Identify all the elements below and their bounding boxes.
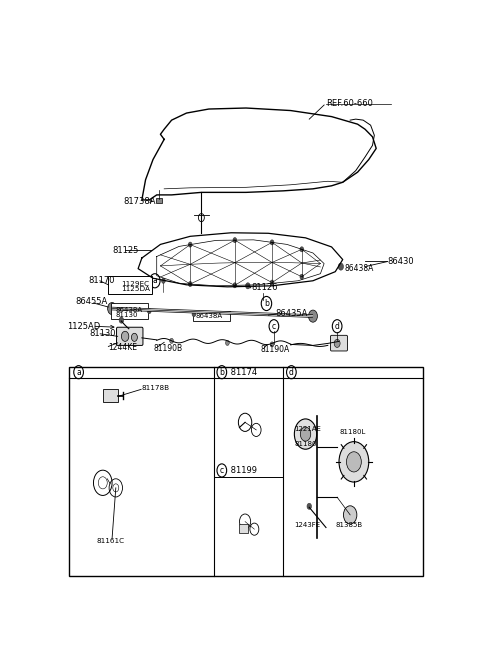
Bar [156,198,162,203]
Text: 86455A: 86455A [75,297,107,306]
Circle shape [233,237,237,243]
FancyBboxPatch shape [111,304,148,319]
Circle shape [188,281,192,287]
Circle shape [108,302,117,315]
Circle shape [347,452,361,472]
Text: 81130: 81130 [90,329,116,338]
Text: c: c [272,321,276,331]
Text: 81180L: 81180L [340,428,366,434]
Text: d: d [335,321,339,331]
Bar [103,390,118,402]
Text: d: d [289,368,294,377]
Text: 81174: 81174 [228,368,257,377]
Circle shape [132,333,137,341]
FancyBboxPatch shape [117,327,143,346]
Text: b: b [219,368,224,377]
Circle shape [300,274,304,279]
Circle shape [307,503,312,509]
Circle shape [294,419,317,449]
Text: 81385B: 81385B [335,522,362,528]
Text: 1129EC: 1129EC [121,281,149,287]
Text: b: b [264,299,269,308]
FancyBboxPatch shape [108,276,152,295]
Text: 1125DA: 1125DA [121,287,150,293]
Text: 1244KE: 1244KE [108,344,137,352]
Text: 81178B: 81178B [142,385,170,391]
Circle shape [188,242,192,247]
Circle shape [121,331,129,341]
Circle shape [270,240,274,245]
Circle shape [119,317,124,323]
Text: c: c [220,466,224,475]
FancyBboxPatch shape [193,310,230,321]
FancyBboxPatch shape [330,335,348,351]
Text: 81161C: 81161C [96,538,124,544]
Circle shape [170,338,173,343]
Text: 86435A: 86435A [276,309,308,318]
Text: 86438A: 86438A [196,313,223,319]
Circle shape [147,308,151,314]
Bar [69,367,423,576]
Circle shape [334,339,340,348]
Text: 81126: 81126 [252,283,278,293]
Circle shape [192,312,196,317]
Text: a: a [153,276,157,285]
Text: 86430: 86430 [387,257,414,266]
Text: a: a [76,368,81,377]
Text: 81199: 81199 [228,466,257,475]
Text: 1243FE: 1243FE [294,522,321,528]
Text: 81125: 81125 [112,246,138,255]
Text: 86438A: 86438A [345,264,374,273]
Text: 81190A: 81190A [261,346,290,354]
Text: 1125AD: 1125AD [67,321,101,331]
Text: 1221AE: 1221AE [294,426,321,432]
Text: 81180: 81180 [294,441,317,447]
Circle shape [270,280,274,285]
Text: 81738A: 81738A [123,197,156,206]
Text: 81170: 81170 [88,276,114,285]
Text: 86438A: 86438A [115,306,142,312]
Circle shape [344,506,357,524]
Circle shape [246,283,250,289]
Circle shape [233,283,237,288]
Circle shape [300,247,304,252]
Text: 81190B: 81190B [153,344,182,354]
Circle shape [226,340,229,346]
Text: REF.60-660: REF.60-660 [326,100,373,108]
FancyBboxPatch shape [239,523,248,533]
Circle shape [309,310,317,322]
Circle shape [300,427,311,441]
Circle shape [270,342,274,347]
Text: 81130: 81130 [115,312,138,318]
Circle shape [338,263,344,270]
Circle shape [162,278,165,283]
Circle shape [339,441,369,482]
